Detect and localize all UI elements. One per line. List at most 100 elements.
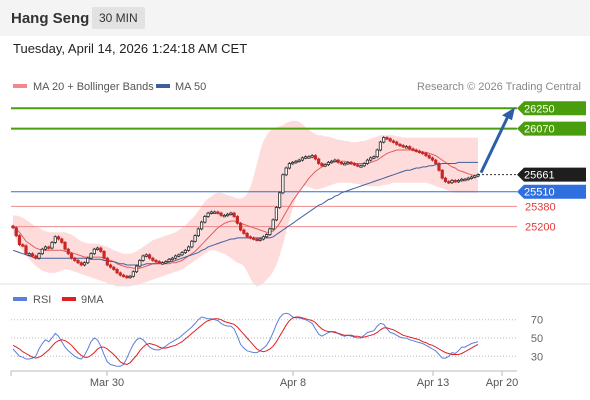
candle-body — [154, 260, 158, 263]
candle-body — [375, 149, 379, 158]
header-bar: Hang Seng 30 MIN — [0, 0, 590, 36]
candle-body — [385, 137, 389, 140]
ma20-legend-swatch — [13, 84, 27, 88]
candle-body — [242, 229, 246, 234]
price-tags: 26250 26070 25510 25380 25200 25661 — [517, 101, 586, 234]
candle-body — [378, 141, 383, 151]
candle-body — [339, 161, 344, 165]
candle-body — [440, 169, 444, 179]
candle-body — [411, 148, 415, 151]
candle-body — [216, 211, 220, 214]
candle-body — [271, 219, 275, 230]
candle-body — [170, 257, 174, 261]
candle-body — [183, 249, 187, 253]
timeframe-badge[interactable]: 30 MIN — [92, 7, 145, 29]
candle-body — [131, 271, 135, 277]
candle-body — [112, 266, 116, 270]
candle-body — [362, 163, 366, 167]
x-label-apr-8: Apr 8 — [280, 377, 306, 389]
candle-body — [125, 275, 129, 279]
level-label-25510: 25510 — [524, 187, 555, 199]
level-label-26070: 26070 — [524, 124, 555, 136]
candle-body — [417, 150, 422, 154]
rsi-legend-swatch — [13, 297, 27, 301]
candle-body — [453, 180, 457, 183]
candle-body — [421, 151, 425, 155]
candle-body — [369, 157, 373, 161]
candle-body — [141, 255, 145, 261]
candle-body — [258, 238, 262, 241]
timestamp: Tuesday, April 14, 2026 1:24:18 AM CET — [13, 41, 248, 56]
candle-body — [209, 211, 213, 214]
candle-body — [34, 255, 38, 259]
candle-body — [382, 137, 386, 143]
candle-body — [115, 269, 119, 274]
candle-body — [102, 251, 106, 259]
ma50-line — [12, 161, 478, 266]
candle-body — [330, 160, 334, 164]
candle-body — [291, 161, 295, 165]
candle-body — [476, 174, 480, 177]
last-price-label: 25661 — [524, 170, 555, 182]
candle-body — [95, 247, 100, 250]
candle-body — [206, 212, 210, 217]
candle-body — [424, 152, 428, 157]
candle-body — [388, 138, 392, 142]
candle-body — [56, 236, 61, 240]
candle-body — [443, 177, 448, 182]
rsi-tick-30: 30 — [531, 351, 543, 363]
rsi-ma-legend-label: 9MA — [81, 294, 104, 306]
candle-body — [24, 245, 28, 255]
bollinger-band — [13, 120, 478, 287]
candle-body — [226, 213, 230, 217]
levels-layer — [11, 107, 517, 228]
candle-body — [450, 180, 454, 184]
x-label-apr-13: Apr 13 — [417, 377, 449, 389]
rsi-tick-70: 70 — [531, 315, 543, 327]
candle-body — [66, 248, 70, 255]
candle-body — [239, 222, 243, 231]
rsi-line — [12, 312, 479, 367]
candle-body — [287, 163, 291, 169]
candle-body — [466, 177, 470, 181]
candle-body — [343, 163, 347, 166]
candle-body — [427, 155, 431, 159]
candle-body — [50, 242, 54, 249]
rsi-lines — [12, 312, 479, 367]
candle-body — [99, 247, 103, 252]
candle-body — [193, 235, 197, 242]
candle-body — [447, 181, 451, 184]
candle-body — [76, 260, 80, 264]
candle-body — [167, 258, 171, 262]
level-label-25200: 25200 — [525, 222, 556, 234]
candle-body — [14, 227, 18, 237]
candle-body — [180, 252, 184, 256]
candle-body — [232, 212, 236, 217]
credit-text: Research © 2026 Trading Central — [417, 81, 581, 93]
candle-body — [53, 236, 57, 243]
candle-body — [395, 141, 399, 145]
x-label-apr-20: Apr 20 — [486, 377, 518, 389]
candle-body — [222, 214, 226, 218]
candle-body — [326, 161, 331, 166]
candle-body — [300, 157, 305, 161]
candle-body — [37, 253, 41, 259]
ma50-legend-swatch — [156, 84, 170, 88]
candle-body — [17, 235, 22, 246]
candle-body — [274, 207, 278, 221]
candle-body — [86, 257, 90, 264]
candle-body — [138, 260, 142, 267]
candle-body — [252, 237, 256, 240]
candle-body — [144, 254, 148, 257]
candle-body — [82, 262, 87, 266]
candle-body — [313, 155, 318, 160]
rsi-tick-50: 50 — [531, 333, 543, 345]
candle-body — [333, 159, 337, 163]
candle-body — [173, 255, 178, 259]
candle-body — [255, 238, 259, 241]
candle-body — [391, 140, 396, 143]
candle-body — [372, 156, 376, 159]
level-tag-26250 — [517, 101, 586, 116]
candle-body — [352, 163, 357, 166]
